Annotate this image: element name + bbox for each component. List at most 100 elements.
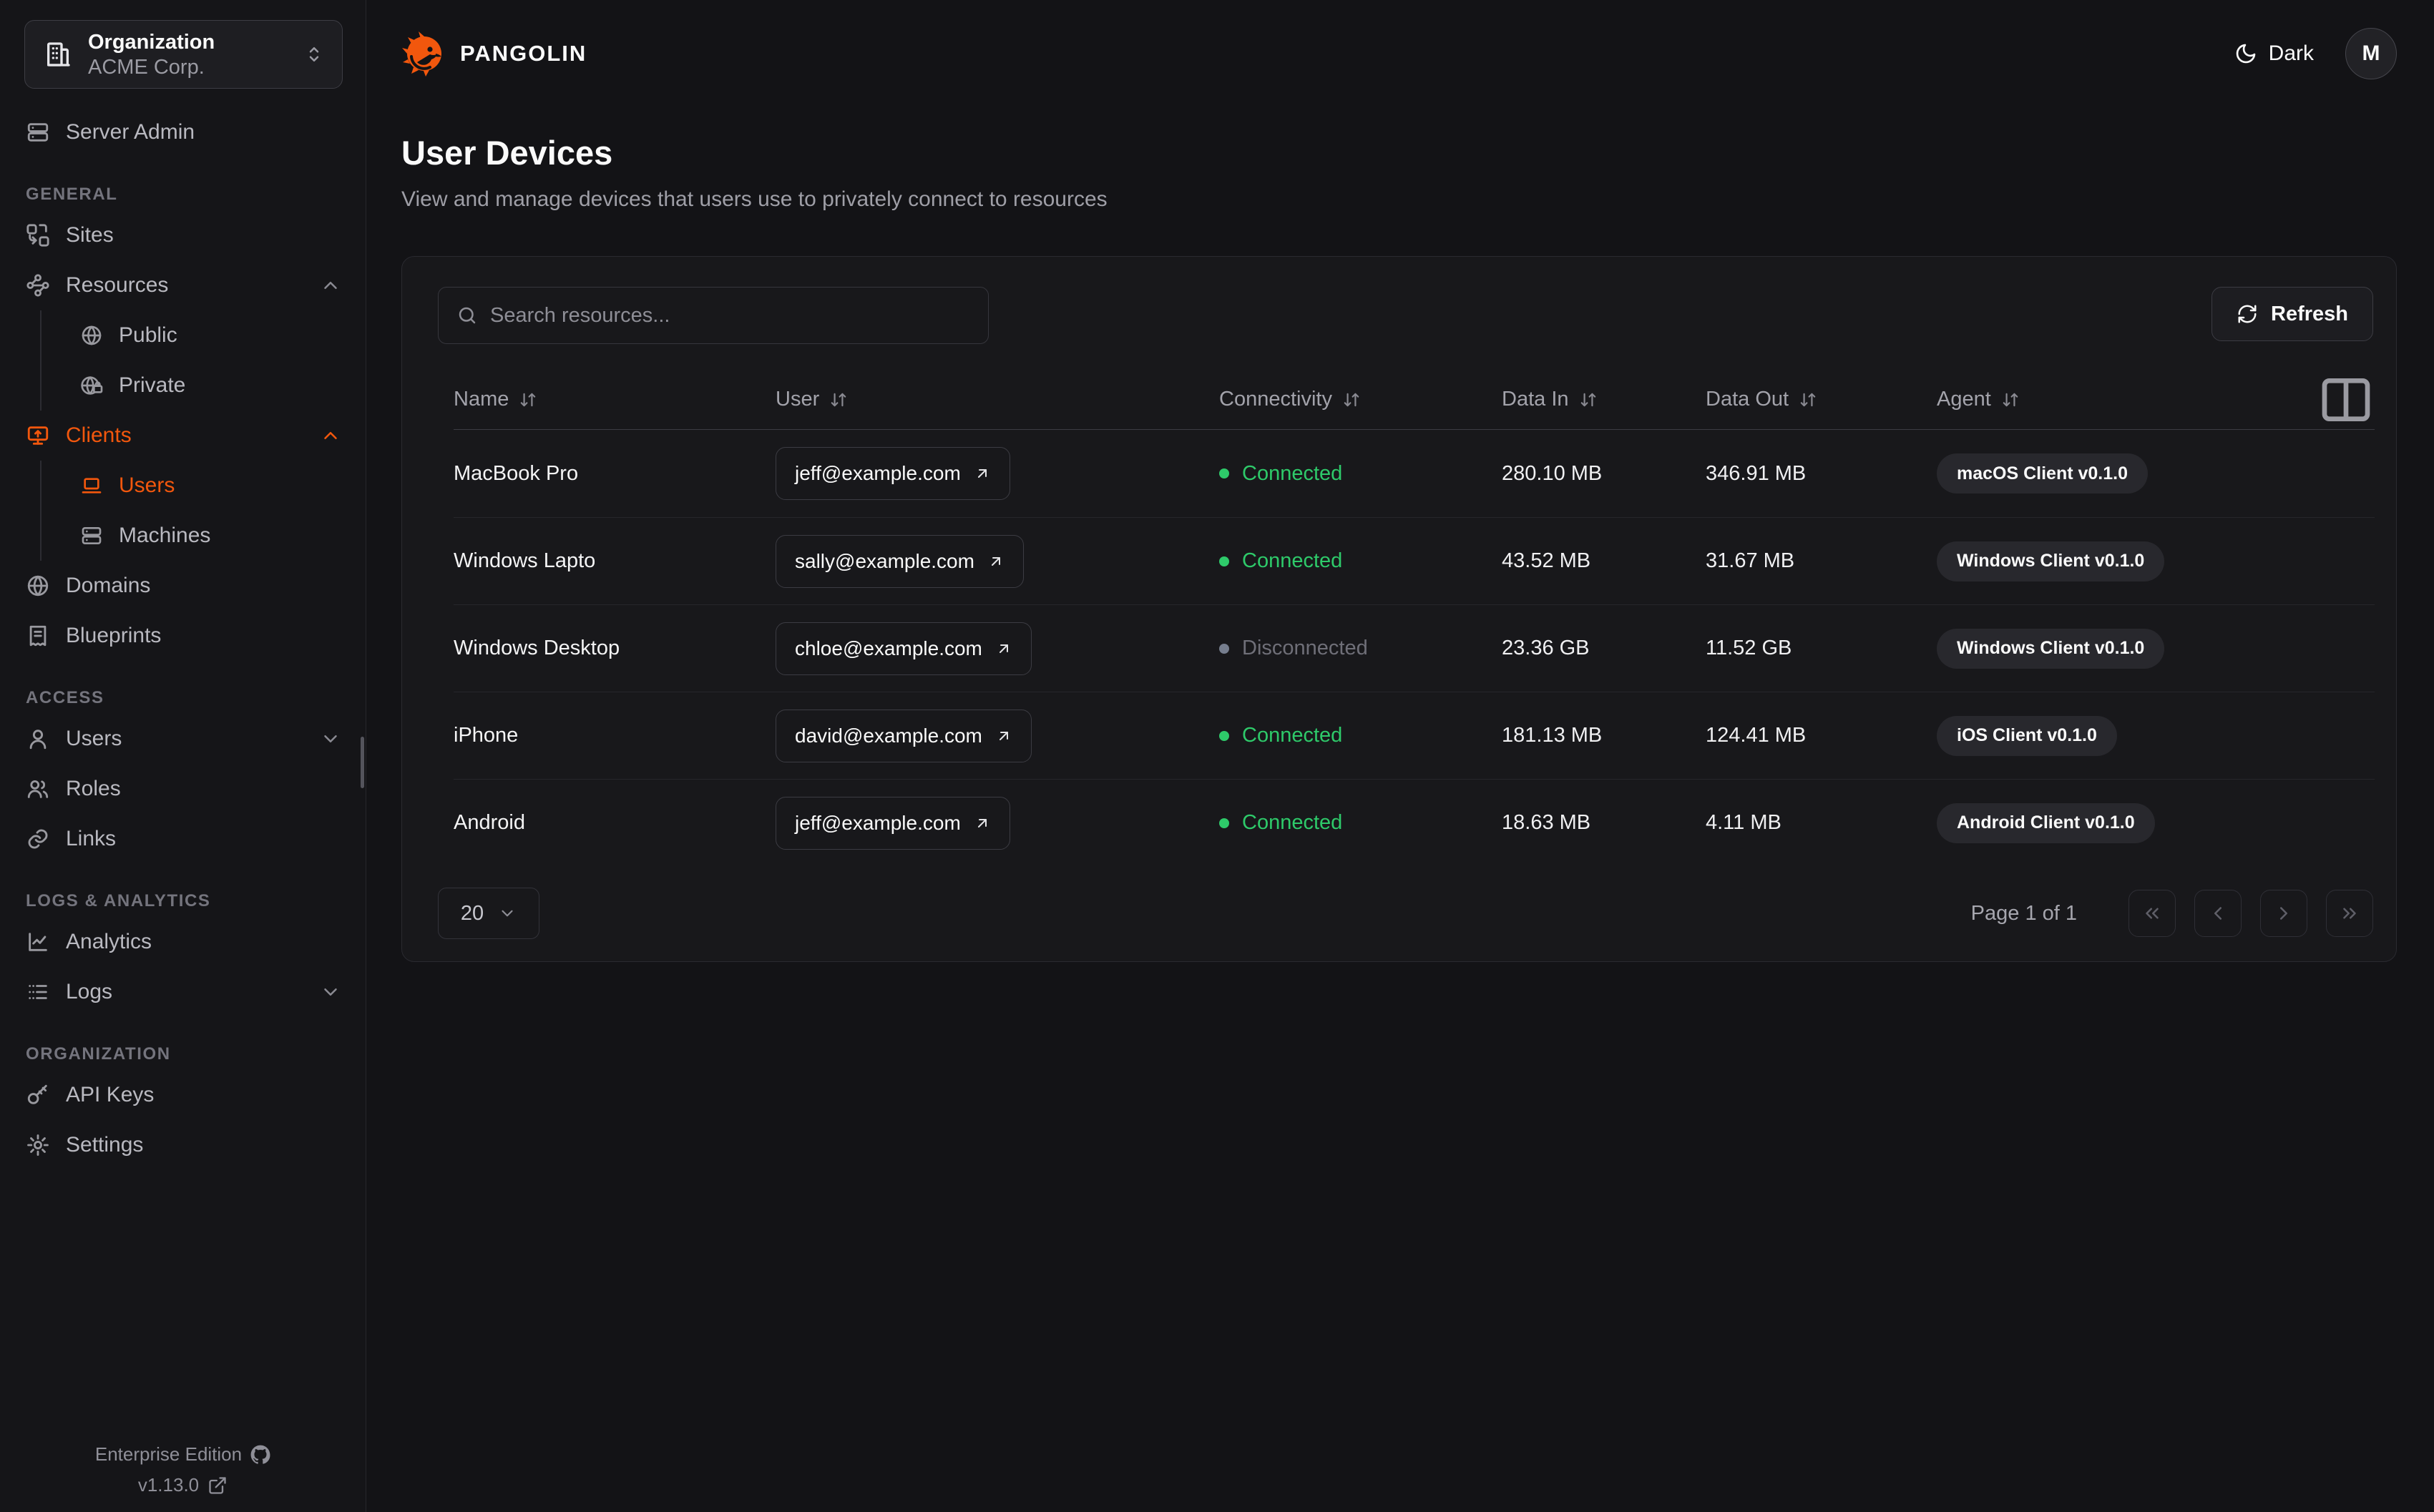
sidebar-item-private[interactable]: Private bbox=[41, 360, 366, 411]
sidebar-item-logs[interactable]: Logs bbox=[0, 967, 366, 1017]
org-switcher-label: Organization bbox=[88, 31, 215, 54]
pagination: 20 Page 1 of 1 bbox=[438, 888, 2373, 939]
server-icon bbox=[80, 524, 103, 547]
edition-link[interactable]: Enterprise Edition bbox=[95, 1443, 270, 1466]
avatar[interactable]: M bbox=[2345, 28, 2397, 79]
sidebar-item-label: Sites bbox=[66, 223, 114, 247]
sidebar-item-domains[interactable]: Domains bbox=[0, 561, 366, 611]
column-label: Data Out bbox=[1706, 388, 1789, 411]
sidebar-item-api-keys[interactable]: API Keys bbox=[0, 1070, 366, 1120]
key-icon bbox=[26, 1083, 50, 1107]
status-label: Connected bbox=[1242, 811, 1343, 834]
sidebar-item-label: Private bbox=[119, 373, 186, 397]
sidebar-item-settings[interactable]: Settings bbox=[0, 1120, 366, 1170]
connectivity-status: Connected bbox=[1219, 549, 1502, 573]
sidebar-item-label: API Keys bbox=[66, 1083, 155, 1106]
sidebar-item-clients[interactable]: Clients bbox=[0, 411, 366, 461]
list-icon bbox=[26, 980, 50, 1004]
sidebar-item-links[interactable]: Links bbox=[0, 814, 366, 864]
theme-toggle-button[interactable]: Dark bbox=[2234, 41, 2314, 66]
sidebar-item-label: Settings bbox=[66, 1133, 144, 1157]
laptop-icon bbox=[80, 474, 103, 497]
sidebar-item-users[interactable]: Users bbox=[41, 461, 366, 511]
topbar-right: Dark M bbox=[2234, 28, 2397, 79]
agent-badge: iOS Client v0.1.0 bbox=[1937, 715, 2117, 756]
column-header-user[interactable]: User bbox=[776, 388, 1219, 411]
sidebar-item-label: Roles bbox=[66, 777, 121, 800]
sidebar-footer: Enterprise Edition v1.13.0 bbox=[0, 1443, 366, 1496]
agent-cell: Windows Client v0.1.0 bbox=[1937, 541, 2317, 581]
brand-logo[interactable]: PANGOLIN bbox=[401, 31, 587, 77]
column-header-name[interactable]: Name bbox=[454, 388, 776, 411]
page-size-value: 20 bbox=[460, 901, 484, 925]
refresh-button[interactable]: Refresh bbox=[2211, 287, 2373, 341]
sidebar-scrollbar[interactable] bbox=[361, 737, 364, 788]
data-out-value: 11.52 GB bbox=[1706, 637, 1792, 659]
sidebar-item-machines[interactable]: Machines bbox=[41, 511, 366, 561]
sidebar-item-server-admin[interactable]: Server Admin bbox=[0, 107, 366, 157]
page-subtitle: View and manage devices that users use t… bbox=[401, 187, 1108, 211]
receipt-icon bbox=[26, 624, 50, 648]
column-header-connectivity[interactable]: Connectivity bbox=[1219, 388, 1502, 411]
sidebar-section-label-organization: ORGANIZATION bbox=[26, 1044, 171, 1064]
connectivity-status: Connected bbox=[1219, 724, 1502, 747]
page-status: Page 1 of 1 bbox=[1970, 901, 2077, 925]
org-switcher-text: Organization ACME Corp. bbox=[88, 29, 288, 79]
sidebar-item-users[interactable]: Users bbox=[0, 714, 366, 764]
connectivity-status: Connected bbox=[1219, 811, 1502, 835]
sort-icon bbox=[829, 391, 848, 409]
sidebar-section-label-access: ACCESS bbox=[26, 688, 104, 707]
user-email: jeff@example.com bbox=[795, 811, 961, 834]
user-link-button[interactable]: jeff@example.com bbox=[776, 796, 1010, 850]
card-toolbar: Refresh bbox=[438, 287, 2373, 344]
avatar-initial: M bbox=[2362, 41, 2380, 65]
org-switcher[interactable]: Organization ACME Corp. bbox=[24, 20, 343, 89]
chevron-left-icon bbox=[2207, 903, 2229, 924]
moon-icon bbox=[2234, 42, 2257, 65]
arrow-up-right-icon bbox=[974, 465, 991, 482]
sites-icon bbox=[26, 223, 50, 247]
sidebar-item-analytics[interactable]: Analytics bbox=[0, 917, 366, 967]
last-page-button[interactable] bbox=[2326, 890, 2373, 937]
user-link-button[interactable]: chloe@example.com bbox=[776, 622, 1032, 675]
user-cell: david@example.com bbox=[776, 709, 1219, 762]
toggle-columns-button[interactable] bbox=[2317, 371, 2375, 428]
data-in-value: 18.63 MB bbox=[1502, 811, 1591, 834]
chevrons-right-icon bbox=[2339, 903, 2360, 924]
search-input[interactable] bbox=[438, 287, 989, 344]
prev-page-button[interactable] bbox=[2194, 890, 2242, 937]
column-header-agent[interactable]: Agent bbox=[1937, 388, 2317, 411]
header-actions-cell bbox=[2317, 371, 2375, 428]
status-label: Connected bbox=[1242, 549, 1343, 572]
agent-badge: macOS Client v0.1.0 bbox=[1937, 453, 2149, 494]
sidebar-item-resources[interactable]: Resources bbox=[0, 260, 366, 310]
sidebar-item-sites[interactable]: Sites bbox=[0, 210, 366, 260]
user-cell: sally@example.com bbox=[776, 534, 1219, 588]
user-link-button[interactable]: david@example.com bbox=[776, 709, 1032, 762]
next-page-button[interactable] bbox=[2260, 890, 2307, 937]
users-icon bbox=[26, 777, 50, 801]
globe-lock-icon bbox=[80, 374, 103, 397]
first-page-button[interactable] bbox=[2128, 890, 2176, 937]
status-dot-icon bbox=[1219, 468, 1229, 478]
version-label: v1.13.0 bbox=[137, 1474, 200, 1496]
device-name: iPhone bbox=[454, 724, 519, 747]
page-size-select[interactable]: 20 bbox=[438, 888, 539, 939]
column-header-data-out[interactable]: Data Out bbox=[1706, 388, 1937, 411]
sidebar-item-blueprints[interactable]: Blueprints bbox=[0, 611, 366, 661]
sidebar-item-roles[interactable]: Roles bbox=[0, 764, 366, 814]
agent-cell: Windows Client v0.1.0 bbox=[1937, 628, 2317, 669]
sidebar-item-public[interactable]: Public bbox=[41, 310, 366, 360]
user-email: sally@example.com bbox=[795, 549, 974, 572]
device-name: Windows Lapto bbox=[454, 549, 596, 572]
data-out-value: 4.11 MB bbox=[1706, 811, 1781, 834]
user-email: chloe@example.com bbox=[795, 637, 982, 659]
table-row-macbook-pro: MacBook Pro jeff@example.com Connected 280.… bbox=[454, 430, 2375, 517]
column-header-data-in[interactable]: Data In bbox=[1502, 388, 1706, 411]
user-email: jeff@example.com bbox=[795, 462, 961, 484]
user-link-button[interactable]: sally@example.com bbox=[776, 534, 1024, 588]
user-link-button[interactable]: jeff@example.com bbox=[776, 447, 1010, 500]
version-link[interactable]: v1.13.0 bbox=[138, 1474, 228, 1496]
sidebar-nav: Server Admin GENERAL Sites Resources Public P… bbox=[0, 107, 366, 1170]
table-row-iphone: iPhone david@example.com Connected 181.13 M… bbox=[454, 692, 2375, 779]
